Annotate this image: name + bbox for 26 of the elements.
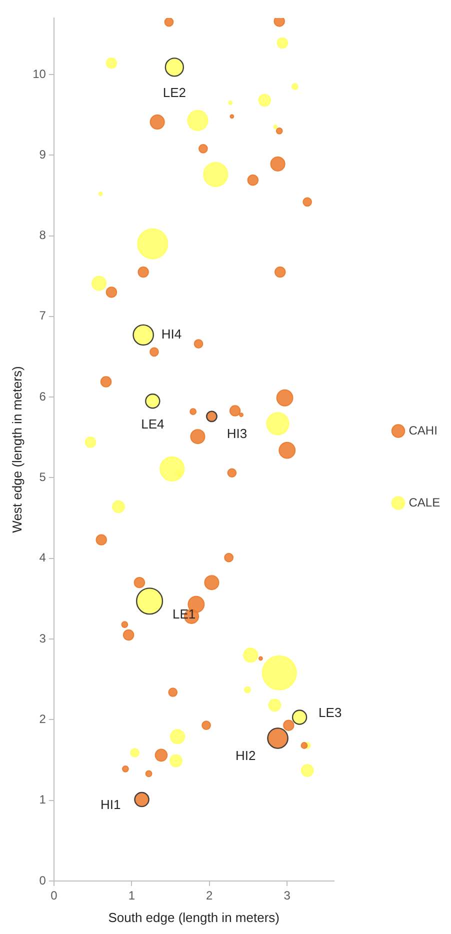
annotation: HI2 (236, 748, 256, 763)
annotation: HI1 (100, 797, 121, 812)
y-tick-label: 10 (32, 66, 46, 81)
y-tick-label: 3 (39, 631, 46, 646)
x-tick-label: 2 (206, 888, 214, 903)
y-axis-title: West edge (length in meters) (9, 366, 24, 533)
y-tick-label: 9 (39, 147, 46, 162)
legend-label: CAHI (408, 423, 438, 438)
y-tick-label: 4 (39, 550, 46, 565)
y-tick-label: 1 (39, 792, 46, 807)
y-tick-label: 2 (39, 712, 46, 726)
legend-label: CALE (408, 495, 440, 510)
annotation: HI3 (226, 426, 248, 442)
y-tick-label: 0 (39, 873, 46, 888)
x-axis-title: South edge (length in meters) (108, 910, 280, 925)
x-tick-label: 0 (50, 888, 58, 903)
y-tick-label: 5 (39, 470, 46, 484)
y-tick-label: 6 (39, 389, 46, 404)
annotation: LE2 (162, 84, 186, 100)
annotation: HI4 (161, 326, 182, 342)
annotation: LE3 (318, 704, 342, 720)
x-tick-label: 3 (284, 888, 291, 903)
annotation: LE4 (141, 416, 164, 432)
x-tick-label: 1 (128, 888, 136, 903)
y-tick-label: 8 (39, 228, 46, 242)
y-tick-label: 7 (39, 308, 46, 323)
